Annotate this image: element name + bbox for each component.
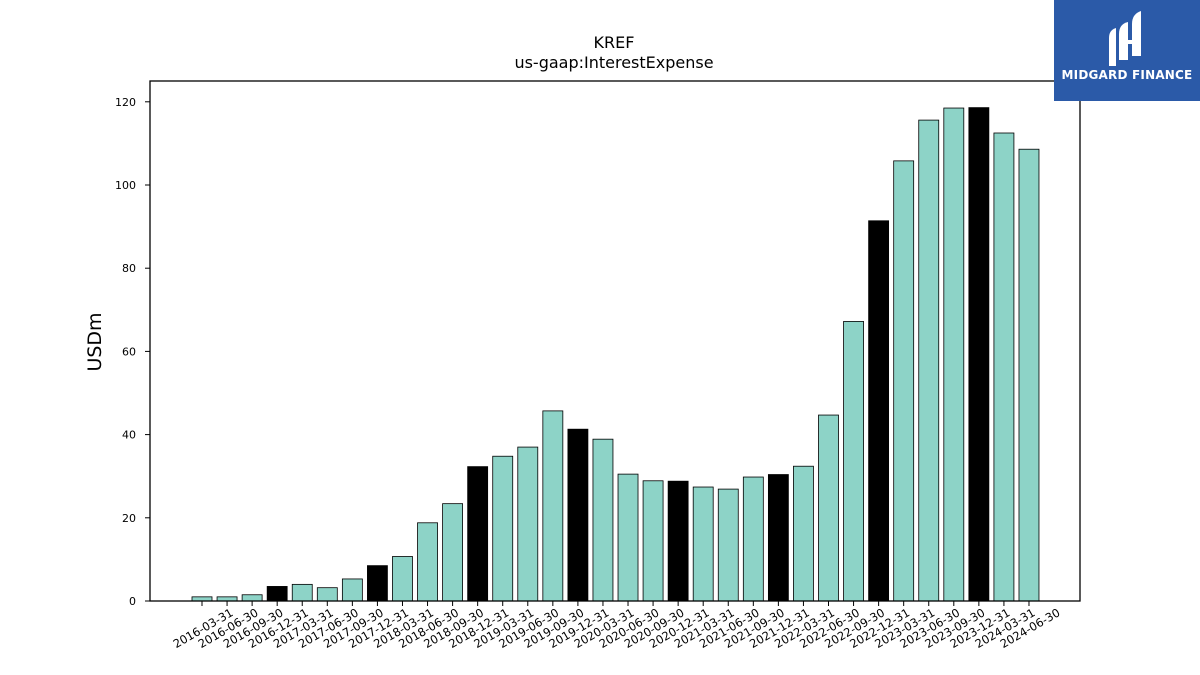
bar-2021-03-31 [692, 486, 714, 602]
bar-2017-06-30 [316, 587, 338, 602]
bar-2023-06-30 [918, 119, 940, 602]
chart-title: KREF [594, 33, 635, 52]
y-tick-label: 80 [122, 262, 136, 275]
plot-frame [149, 80, 1081, 602]
bar-2022-09-30 [843, 321, 864, 602]
bar-2022-12-31 [868, 220, 890, 602]
bar-2018-09-30 [442, 503, 464, 602]
logo-mark-icon [1109, 11, 1141, 66]
bar-2021-06-30 [717, 488, 739, 602]
bar-2023-09-30 [943, 107, 965, 602]
bar-2019-06-30 [517, 446, 539, 602]
bar-2019-09-30 [542, 410, 564, 602]
bar-2020-09-30 [642, 480, 664, 602]
y-tick-label: 100 [115, 179, 136, 192]
bar-2017-12-31 [367, 565, 388, 602]
logo-text: MIDGARD FINANCE [1061, 68, 1193, 82]
y-axis-label: USDm [84, 312, 106, 371]
y-tick-label: 40 [122, 429, 136, 442]
bar-2023-03-31 [893, 160, 915, 602]
bar-2018-12-31 [467, 466, 489, 602]
bar-2022-03-31 [793, 465, 814, 602]
bar-2016-12-31 [266, 586, 288, 602]
bar-2017-09-30 [341, 578, 363, 602]
y-tick-label: 0 [129, 595, 136, 608]
y-tick-label: 120 [115, 96, 136, 109]
brand-logo: MIDGARD FINANCE [1054, 0, 1200, 101]
bar-2020-06-30 [617, 473, 639, 602]
bar-2022-06-30 [818, 414, 839, 602]
x-ticks: 2016-03-312016-06-302016-09-302016-12-31… [171, 601, 1062, 651]
bar-2017-03-31 [291, 583, 313, 602]
bar-2018-03-31 [392, 556, 413, 602]
bar-2016-09-30 [241, 594, 263, 602]
y-tick-label: 60 [122, 345, 136, 358]
bar-2021-12-31 [767, 474, 789, 602]
bar-2019-12-31 [567, 428, 589, 602]
bar-2020-12-31 [667, 480, 689, 602]
chart-subtitle: us-gaap:InterestExpense [514, 53, 713, 72]
bars-group [191, 107, 1040, 602]
bar-2024-06-30 [1018, 148, 1040, 602]
bar-2019-03-31 [492, 455, 514, 602]
bar-2024-03-31 [993, 132, 1015, 602]
bar-2018-06-30 [417, 522, 438, 602]
bar-2020-03-31 [592, 438, 614, 602]
bar-2021-09-30 [742, 476, 764, 602]
bar-2023-12-31 [968, 107, 990, 602]
y-ticks: 0 20 40 60 80 100 120 [115, 96, 150, 608]
y-tick-label: 20 [122, 512, 136, 525]
